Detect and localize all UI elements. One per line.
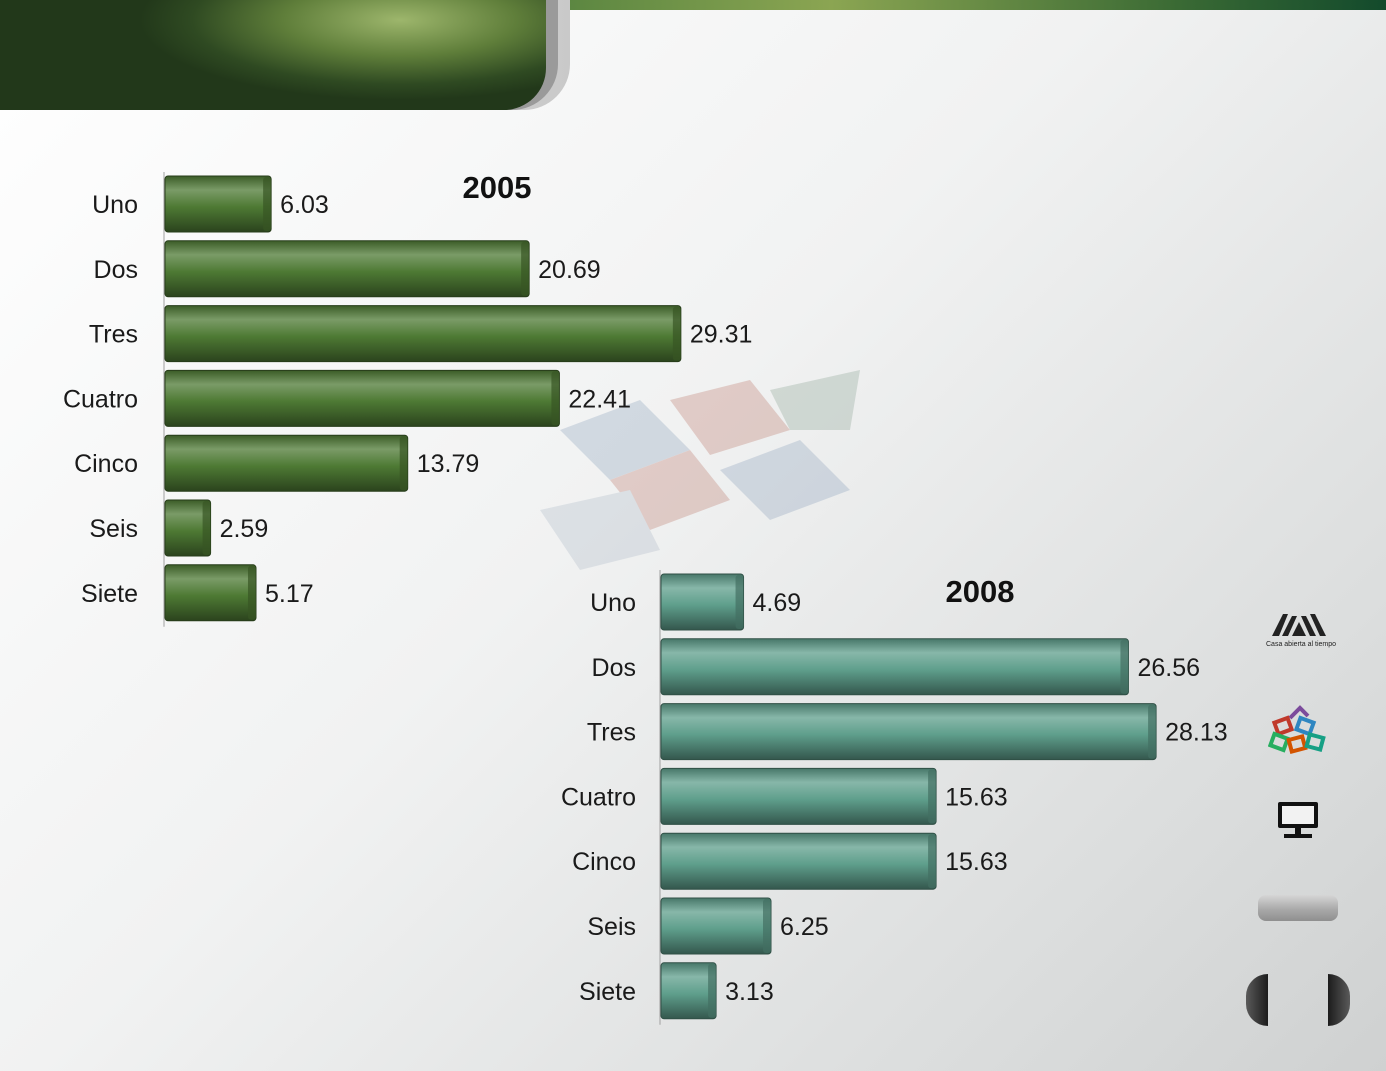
category-label: Dos bbox=[94, 256, 138, 284]
data-label: 22.41 bbox=[568, 385, 631, 413]
bar-group: Cuatro 22.41 bbox=[63, 369, 631, 427]
bar-group: Dos 26.56 bbox=[592, 638, 1200, 696]
colored-cubes-icon[interactable] bbox=[1268, 702, 1328, 760]
header-banner bbox=[0, 0, 546, 110]
nav-prev-icon[interactable] bbox=[1246, 974, 1268, 1026]
data-label: 20.69 bbox=[538, 256, 601, 284]
data-label: 26.56 bbox=[1137, 654, 1200, 682]
category-label: Tres bbox=[89, 321, 138, 349]
bar-end-cap bbox=[928, 834, 937, 889]
bar-end-cap bbox=[521, 241, 530, 296]
bar-end-cap bbox=[763, 899, 771, 953]
bar-group: Cuatro 15.63 bbox=[561, 767, 1008, 825]
chart-title: 2008 bbox=[946, 574, 1015, 609]
category-label: Siete bbox=[579, 978, 636, 1006]
data-label: 28.13 bbox=[1165, 719, 1228, 747]
background-watermark bbox=[540, 370, 860, 570]
data-label: 13.79 bbox=[417, 450, 480, 478]
category-label: Cuatro bbox=[561, 783, 636, 811]
category-label: Cinco bbox=[74, 450, 138, 478]
bar-group: Siete 5.17 bbox=[81, 564, 314, 622]
bar-end-cap bbox=[735, 575, 744, 629]
bar-group: Siete 3.13 bbox=[579, 962, 774, 1020]
bar-end-cap bbox=[399, 436, 408, 491]
category-label: Seis bbox=[587, 913, 636, 941]
bar-group: Cinco 13.79 bbox=[74, 434, 480, 492]
uam-logo-icon bbox=[1272, 614, 1326, 636]
category-label: Seis bbox=[89, 515, 138, 543]
bar-end-cap bbox=[928, 769, 937, 824]
bar bbox=[164, 240, 530, 298]
bar-group: Tres 28.13 bbox=[587, 703, 1228, 761]
bar bbox=[660, 897, 772, 955]
bar-end-cap bbox=[551, 371, 560, 426]
bar bbox=[660, 962, 717, 1020]
bar-end-cap bbox=[247, 565, 256, 620]
data-label: 6.25 bbox=[780, 913, 829, 941]
bar-end-cap bbox=[708, 963, 717, 1018]
category-label: Siete bbox=[81, 580, 138, 608]
category-label: Dos bbox=[592, 654, 636, 682]
bar-end-cap bbox=[672, 306, 681, 361]
bar-group: Uno 4.69 bbox=[590, 573, 802, 631]
bar-group: Dos 20.69 bbox=[94, 240, 601, 298]
data-label: 5.17 bbox=[265, 580, 314, 608]
category-label: Uno bbox=[92, 191, 138, 219]
monitor-icon[interactable] bbox=[1276, 800, 1320, 840]
bar bbox=[660, 573, 745, 631]
category-label: Tres bbox=[587, 719, 636, 747]
top-accent-strip bbox=[0, 0, 1386, 10]
bar bbox=[660, 832, 937, 890]
data-label: 3.13 bbox=[725, 978, 774, 1006]
bar-end-cap bbox=[202, 501, 211, 555]
category-label: Cuatro bbox=[63, 385, 138, 413]
bar bbox=[660, 638, 1129, 696]
menu-button[interactable] bbox=[1258, 895, 1338, 921]
bar-group: Uno 6.03 bbox=[92, 175, 329, 233]
bar bbox=[660, 703, 1157, 761]
bar-end-cap bbox=[1148, 704, 1157, 759]
uam-logo-text: Casa abierta al tiempo bbox=[1266, 641, 1337, 648]
bar-group: Tres 29.31 bbox=[89, 305, 753, 363]
bar-end-cap bbox=[263, 177, 272, 231]
data-label: 29.31 bbox=[690, 321, 753, 349]
bar-group: Cinco 15.63 bbox=[572, 832, 1008, 890]
category-label: Uno bbox=[590, 589, 636, 617]
data-label: 4.69 bbox=[753, 589, 802, 617]
uam-logo[interactable]: Casa abierta al tiempo bbox=[1266, 612, 1337, 648]
chart-title: 2005 bbox=[463, 170, 532, 205]
data-label: 15.63 bbox=[945, 783, 1008, 811]
category-label: Cinco bbox=[572, 848, 636, 876]
bar-group: Seis 6.25 bbox=[587, 897, 829, 955]
data-label: 15.63 bbox=[945, 848, 1008, 876]
data-label: 6.03 bbox=[280, 191, 329, 219]
bar-group: Seis 2.59 bbox=[89, 499, 269, 557]
bar bbox=[660, 767, 937, 825]
bar-end-cap bbox=[1120, 639, 1129, 694]
data-label: 2.59 bbox=[220, 515, 269, 543]
nav-next-icon[interactable] bbox=[1328, 974, 1350, 1026]
